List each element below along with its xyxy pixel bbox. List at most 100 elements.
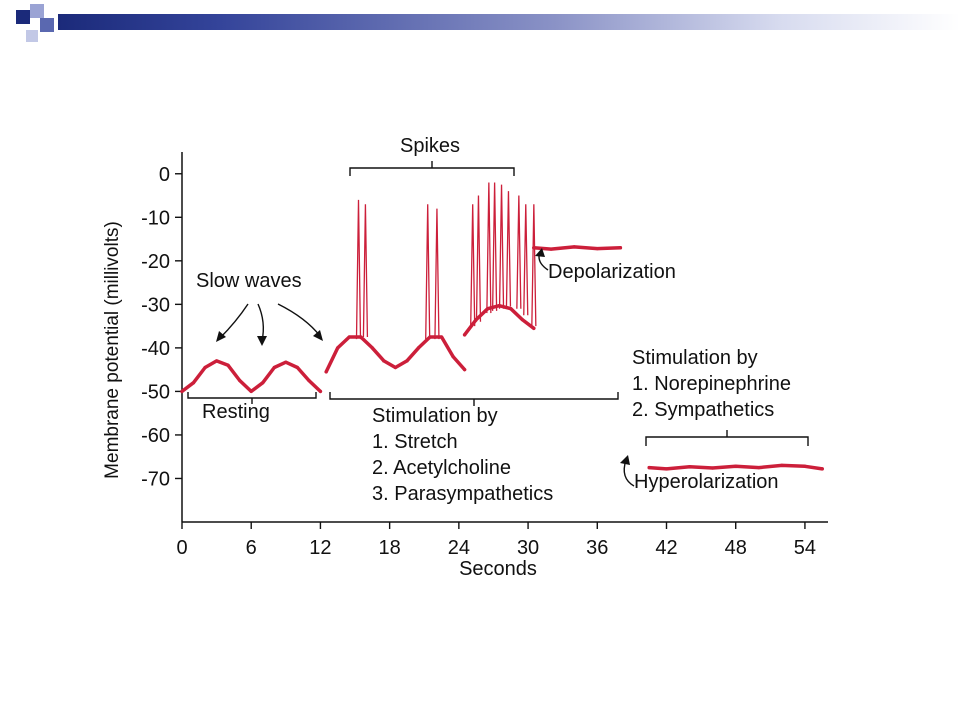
spike-mark [516, 195, 522, 309]
data-point [215, 359, 219, 363]
annotation-stim1-item3: 3. Parasympathetics [372, 483, 553, 505]
resting-bracket [187, 392, 317, 404]
data-point [618, 246, 622, 250]
annotation-stim2-title: Stimulation by [632, 347, 758, 369]
spike-mark [486, 182, 492, 314]
data-point [820, 467, 824, 471]
data-point [439, 335, 444, 339]
arrowhead-2 [257, 336, 267, 346]
annotation-stim2-item2: 2. Sympathetics [632, 399, 774, 421]
y-tick-label: -60 [141, 425, 170, 447]
data-point [324, 370, 328, 374]
data-point [416, 346, 421, 350]
data-point [284, 360, 288, 364]
arrowhead-1 [216, 331, 226, 342]
data-point [307, 378, 311, 383]
x-tick-label: 36 [586, 537, 608, 559]
slow-wave-arrow-1 [219, 303, 249, 339]
data-point [734, 464, 738, 468]
data-point [180, 389, 184, 394]
annotation-depolarization: Depolarization [548, 261, 676, 283]
data-point [711, 466, 715, 470]
arrowhead-3 [313, 330, 323, 341]
arrowhead-4 [535, 248, 545, 257]
header-gradient-bar [58, 14, 960, 30]
data-point [463, 333, 467, 337]
data-point [780, 463, 784, 468]
annotation-stim2-item1: 1. Norepinephrine [632, 373, 791, 395]
annotation-stim1-title: Stimulation by [372, 405, 498, 427]
data-point [336, 346, 340, 350]
data-point [191, 381, 196, 385]
slow-wave-arrow-2 [257, 303, 265, 342]
data-point [647, 465, 651, 470]
data-point [226, 363, 230, 367]
data-point [687, 465, 692, 469]
stim1-bracket [329, 392, 619, 406]
data-point [532, 326, 536, 330]
x-axis-label: Seconds [459, 558, 537, 580]
spike-mark [434, 208, 440, 340]
decor-square-3 [40, 18, 54, 32]
x-tick-label: 6 [246, 537, 257, 559]
x-tick-label: 24 [448, 537, 470, 559]
spike-mark [531, 204, 537, 327]
spike-mark [355, 199, 362, 340]
y-axis-label: Membrane potential (millivolts) [102, 221, 123, 479]
decor-square-1 [16, 10, 30, 24]
x-tick-label: 30 [517, 537, 539, 559]
annotation-resting: Resting [202, 401, 270, 423]
y-tick-label: -50 [141, 381, 170, 403]
data-point [803, 464, 807, 468]
data-point [382, 359, 386, 363]
data-point [393, 365, 398, 370]
data-point [318, 389, 323, 394]
annotation-hyperpolarization: Hyperolarization [634, 471, 779, 493]
data-point [549, 247, 553, 251]
spike-mark [523, 204, 529, 316]
data-point [451, 354, 455, 359]
slow-wave-arrow-3 [277, 303, 321, 337]
data-point [238, 378, 242, 383]
x-tick-label: 42 [655, 537, 677, 559]
data-point [664, 467, 669, 471]
y-tick-label: -70 [141, 468, 170, 490]
data-point [249, 389, 253, 394]
data-point [595, 247, 599, 251]
axes: 0 6 12 18 24 30 36 42 48 54 0 -10 -20 -30 -40 -50 -60 -70 [141, 152, 828, 559]
x-tick-label: 0 [176, 537, 187, 559]
spike-mark [470, 204, 476, 327]
data-point [757, 465, 761, 470]
arrowhead-5 [620, 455, 630, 465]
data-point [572, 245, 576, 249]
spike-mark [362, 204, 369, 338]
y-tick-label: -20 [141, 251, 170, 273]
spike-mark [505, 191, 512, 307]
series-resting [180, 359, 323, 394]
data-point [463, 368, 467, 372]
y-tick-label: -30 [141, 294, 170, 316]
data-point [347, 335, 351, 339]
slide-header-decoration [0, 0, 960, 52]
y-tick-label: -10 [141, 207, 170, 229]
spike-mark [498, 184, 505, 309]
y-tick-label: -40 [141, 338, 170, 360]
decor-square-4 [26, 30, 38, 42]
x-tick-label: 54 [794, 537, 816, 559]
data-point [295, 365, 299, 370]
x-tick-label: 18 [379, 537, 401, 559]
data-point [203, 365, 207, 370]
x-tick-label: 12 [309, 537, 331, 559]
series-depolarization [532, 245, 623, 251]
spike-series [355, 182, 537, 340]
data-point [509, 307, 513, 311]
data-point [520, 317, 524, 322]
stim2-bracket [645, 430, 809, 446]
annotation-slow-waves: Slow waves [196, 270, 302, 292]
data-point [405, 359, 409, 363]
spike-mark [425, 204, 431, 340]
annotation-stim1-item1: 1. Stretch [372, 431, 458, 453]
data-point [272, 365, 276, 370]
annotation-stim1-item2: 2. Acetylcholine [372, 457, 511, 479]
